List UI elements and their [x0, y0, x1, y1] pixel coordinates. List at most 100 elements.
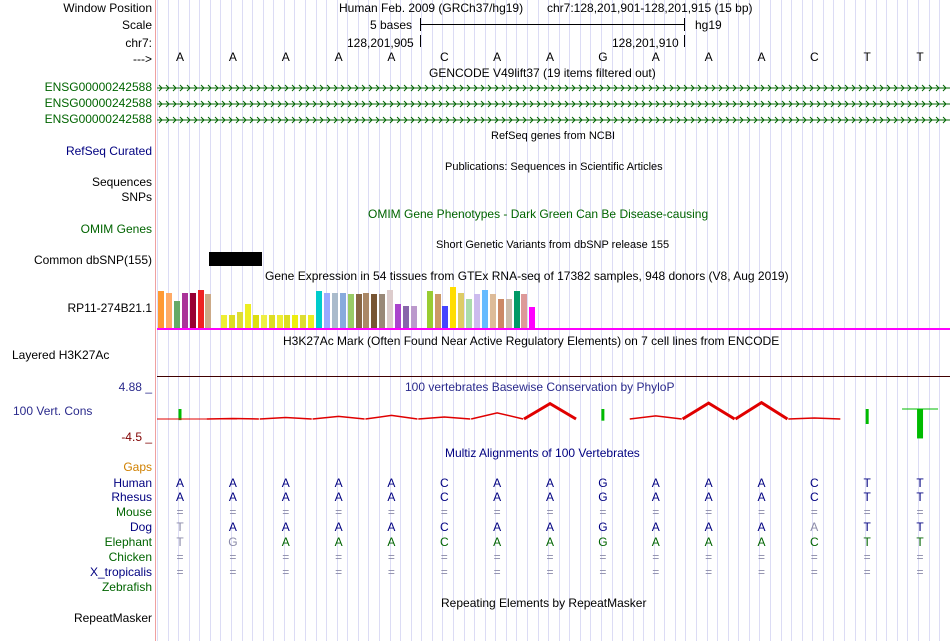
sequences-label[interactable]: Sequences — [91, 175, 152, 189]
gencode-gene-label-1[interactable]: ENSG00000242588 — [44, 80, 152, 94]
phylop-track-title[interactable]: 100 vertebrates Basewise Conservation by… — [405, 380, 675, 394]
scale-bar — [420, 24, 685, 25]
gtex-tissue-bar[interactable] — [371, 294, 378, 328]
gtex-tissue-bar[interactable] — [158, 291, 164, 328]
gtex-tissue-bar[interactable] — [355, 294, 362, 328]
h3k27ac-track-title[interactable]: H3K27Ac Mark (Often Found Near Active Re… — [283, 334, 780, 348]
gtex-tissue-bar[interactable] — [410, 306, 417, 328]
gencode-gene-label-2[interactable]: ENSG00000242588 — [44, 96, 152, 110]
gtex-tissue-bar[interactable] — [323, 293, 330, 328]
gtex-tissue-bar[interactable] — [481, 290, 488, 328]
alignment-base: = — [282, 565, 290, 579]
coord-left: 128,201,905 — [347, 36, 414, 50]
snps-label[interactable]: SNPs — [121, 190, 152, 204]
gtex-tissue-bar[interactable] — [268, 315, 275, 328]
gencode-gene-1[interactable] — [157, 82, 950, 94]
gtex-tissue-bar[interactable] — [442, 306, 449, 328]
gtex-tissue-bar[interactable] — [260, 315, 267, 328]
gtex-tissue-bar[interactable] — [529, 307, 536, 328]
gtex-track-title[interactable]: Gene Expression in 54 tissues from GTEx … — [265, 269, 789, 283]
repeatmasker-label[interactable]: RepeatMasker — [73, 611, 152, 625]
alignment-base: A — [334, 490, 343, 504]
window-position-label: Window Position — [63, 1, 152, 15]
gencode-gene-3[interactable] — [157, 114, 950, 126]
gtex-tissue-bar[interactable] — [189, 293, 196, 328]
gtex-tissue-bar[interactable] — [237, 312, 243, 328]
alignment-base: = — [757, 505, 765, 519]
grid-line — [802, 0, 803, 641]
common-dbsnp-label[interactable]: Common dbSNP(155) — [33, 253, 152, 267]
alignment-base: A — [651, 535, 660, 549]
alignment-base: A — [757, 520, 766, 534]
gtex-tissue-bar[interactable] — [165, 293, 172, 328]
gtex-tissue-bar[interactable] — [331, 293, 338, 328]
alignment-base: = — [599, 565, 607, 579]
gencode-gene-label-3[interactable]: ENSG00000242588 — [44, 112, 152, 126]
repeatmasker-track-title[interactable]: Repeating Elements by RepeatMasker — [441, 596, 647, 610]
gtex-tissue-bar[interactable] — [244, 304, 251, 328]
gtex-tissue-bar[interactable] — [173, 301, 180, 328]
gtex-tissue-bar[interactable] — [387, 290, 394, 328]
gtex-tissue-bar[interactable] — [466, 299, 473, 328]
gtex-tissue-bar[interactable] — [497, 299, 504, 328]
gtex-expression-bars[interactable] — [157, 286, 950, 328]
grid-line — [717, 0, 718, 641]
h3k27ac-baseline — [157, 328, 950, 330]
gtex-tissue-bar[interactable] — [521, 294, 528, 328]
publications-track-title[interactable]: Publications: Sequences in Scientific Ar… — [445, 161, 663, 173]
layered-h3k27ac-label[interactable]: Layered H3K27Ac — [12, 348, 110, 362]
grid-line — [675, 0, 676, 641]
phylop-top-line — [157, 376, 950, 377]
dbsnp-track-title[interactable]: Short Genetic Variants from dbSNP releas… — [436, 239, 670, 251]
alignment-base: T — [863, 520, 871, 534]
alignment-base: C — [809, 490, 819, 504]
gtex-tissue-bar[interactable] — [339, 293, 346, 328]
dbsnp-variant-block[interactable] — [209, 252, 262, 266]
gtex-tissue-bar[interactable] — [395, 304, 401, 328]
gtex-tissue-bar[interactable] — [474, 294, 480, 328]
gtex-tissue-bar[interactable] — [347, 294, 354, 328]
gtex-tissue-bar[interactable] — [489, 294, 496, 328]
multiz-track-title[interactable]: Multiz Alignments of 100 Vertebrates — [445, 446, 640, 460]
gtex-tissue-bar[interactable] — [450, 287, 457, 328]
gtex-tissue-bar[interactable] — [181, 293, 188, 328]
refseq-curated-label[interactable]: RefSeq Curated — [65, 144, 152, 158]
gtex-tissue-bar[interactable] — [284, 315, 291, 328]
gtex-tissue-bar[interactable] — [197, 290, 204, 328]
alignment-base: A — [281, 476, 290, 490]
gtex-tissue-bar[interactable] — [300, 315, 307, 328]
gtex-tissue-bar[interactable] — [402, 306, 409, 328]
alignment-base: = — [493, 505, 501, 519]
gtex-tissue-bar[interactable] — [276, 315, 283, 328]
gtex-tissue-bar[interactable] — [434, 294, 441, 328]
grid-line — [812, 0, 813, 641]
omim-genes-label[interactable]: OMIM Genes — [80, 222, 152, 236]
position-readout: chr7:128,201,901-128,201,915 (15 bp) — [547, 1, 753, 15]
gtex-tissue-bar[interactable] — [426, 291, 433, 328]
gencode-track-title[interactable]: GENCODE V49lift37 (19 items filtered out… — [429, 66, 656, 80]
gtex-tissue-bar[interactable] — [252, 315, 259, 328]
gencode-gene-2[interactable] — [157, 98, 950, 110]
omim-track-title[interactable]: OMIM Gene Phenotypes - Dark Green Can Be… — [368, 207, 709, 221]
phylop-track-label[interactable]: 100 Vert. Cons — [13, 404, 93, 418]
track-image-panel[interactable]: Human Feb. 2009 (GRCh37/hg19) chr7:128,2… — [157, 0, 950, 641]
gtex-tissue-bar[interactable] — [308, 315, 315, 328]
gtex-tissue-bar[interactable] — [316, 291, 322, 328]
gtex-tissue-bar[interactable] — [513, 291, 520, 328]
gtex-tissue-bar[interactable] — [221, 315, 228, 328]
gtex-tissue-bar[interactable] — [363, 293, 370, 328]
alignment-base: = — [440, 565, 448, 579]
gtex-tissue-bar[interactable] — [505, 299, 512, 328]
gtex-tissue-bar[interactable] — [458, 293, 465, 328]
refseq-track-title[interactable]: RefSeq genes from NCBI — [491, 130, 616, 142]
gtex-tissue-bar[interactable] — [292, 315, 299, 328]
gtex-tissue-bar[interactable] — [205, 294, 212, 328]
alignment-base: A — [493, 490, 502, 504]
grid-line — [886, 0, 887, 641]
grid-line — [876, 0, 877, 641]
gtex-gene-label[interactable]: RP11-274B21.1 — [67, 301, 152, 315]
gtex-tissue-bar[interactable] — [379, 294, 386, 328]
phylop-conservation-graph[interactable] — [157, 394, 950, 448]
gtex-tissue-bar[interactable] — [229, 315, 236, 328]
alignment-base: A — [757, 476, 766, 490]
